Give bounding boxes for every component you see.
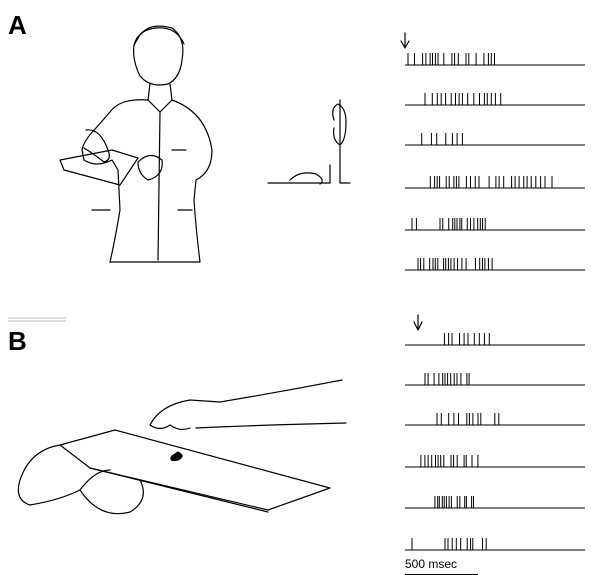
background xyxy=(0,0,592,575)
scale-bar-label: 500 msec xyxy=(405,557,457,571)
figure: A B 500 msec xyxy=(0,0,592,575)
panel-label: A xyxy=(8,10,27,40)
panel-label: B xyxy=(8,326,27,356)
